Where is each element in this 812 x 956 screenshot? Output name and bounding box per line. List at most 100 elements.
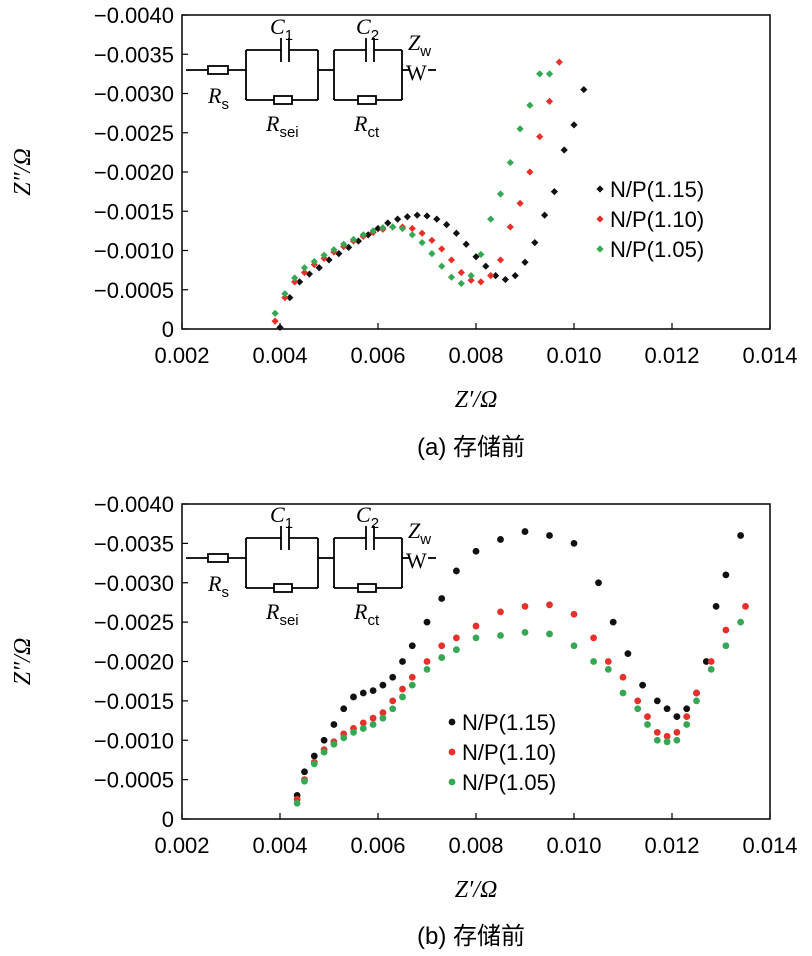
data-point [511,272,519,280]
data-point [310,257,318,266]
data-point [315,264,323,272]
legend-marker [596,215,604,223]
x-tick-label: 0.002 [154,833,209,858]
data-point [398,224,407,233]
data-point [555,58,563,66]
y-tick-label: 0 [162,317,174,342]
data-point [291,278,299,286]
series-N/P(1.05) [271,70,554,317]
data-point [320,251,328,259]
legend-marker [596,245,604,253]
data-point [350,728,357,736]
data-point [384,219,392,227]
data-point [301,768,308,776]
y-tick-label: −0.0025 [94,121,174,146]
data-point [521,628,529,636]
data-point [408,642,416,650]
data-point [653,697,661,705]
equivalent-circuit [186,526,410,593]
y-tick-label: −0.0030 [94,82,174,107]
data-point [707,658,715,665]
data-point [364,231,372,239]
data-point [330,721,338,728]
data-point [492,272,500,280]
data-point [359,725,367,732]
y-axis-label: Z″/Ω [10,638,36,685]
data-point [570,642,578,650]
data-point [472,622,480,630]
label-rct: Rct [353,111,380,141]
resistor-rct [357,95,377,105]
data-point [447,256,456,264]
series-N/P(1.10) [271,58,563,325]
chart-panel-a: 0 −0.0005 −0.0010 −0.0015 −0.0020 −0.0025 −0.0… [10,3,798,461]
data-point [467,276,475,284]
resistor-rs [207,65,229,75]
data-point [707,665,715,673]
resistor-rsei [273,95,293,105]
data-point [271,309,279,317]
data-point [683,713,691,721]
equivalent-circuit [186,38,410,105]
data-point [300,264,309,272]
resistor-rs [207,553,229,563]
legend-label: N/P(1.05) [610,237,704,262]
data-point [472,634,480,642]
data-point [737,532,744,539]
panel-caption: (a) 存储前 [417,434,525,461]
data-point [663,738,671,746]
data-point [580,85,588,94]
data-point [472,253,480,261]
data-point [369,721,377,728]
data-point [399,693,406,701]
data-point [369,227,377,235]
data-point [296,278,304,286]
data-point [609,618,617,626]
y-tick-label: −0.0020 [94,650,174,675]
label-c2: C2 [356,14,379,44]
data-point [506,158,514,167]
legend-marker [448,778,456,786]
data-point [457,279,465,288]
data-point [521,602,529,610]
data-point [408,681,416,689]
data-point [389,223,397,231]
data-point [379,681,387,689]
data-point [340,240,348,248]
data-point [452,229,460,237]
data-point [350,693,357,701]
y-tick-label: −0.0020 [94,160,174,185]
data-point [673,736,681,744]
data-point [644,721,651,728]
data-point [281,294,289,302]
legend-label: N/P(1.15) [610,177,704,202]
y-tick-label: −0.0005 [94,278,174,303]
y-tick-label: −0.0035 [94,42,174,67]
x-tick-label: 0.004 [252,833,307,858]
series-N/P(1.15) [276,85,588,332]
data-point [545,70,554,78]
data-point [570,610,578,618]
legend: N/P(1.15) N/P(1.10) N/P(1.05) [596,177,704,262]
data-point [423,658,431,665]
series-N/P(1.15) [293,528,744,799]
data-point [521,258,529,266]
data-point [516,199,524,207]
x-tick-label: 0.006 [350,343,405,368]
label-rct: Rct [353,599,380,629]
x-tick-label: 0.010 [546,833,601,858]
legend-label: N/P(1.05) [462,770,556,795]
y-tick-label: −0.0030 [94,571,174,596]
legend-label: N/P(1.10) [462,740,556,765]
data-point [399,658,406,665]
data-point [619,689,627,697]
data-point [467,272,475,280]
data-point [531,239,539,247]
data-point [722,642,730,650]
data-point [305,270,313,278]
data-point [570,539,578,547]
label-c1: C1 [270,14,293,44]
chart-panel-b: 0 −0.0005 −0.0010 −0.0015 −0.0020 −0.0025 −0.0… [10,492,798,950]
data-point [546,532,553,539]
data-point [354,237,362,245]
